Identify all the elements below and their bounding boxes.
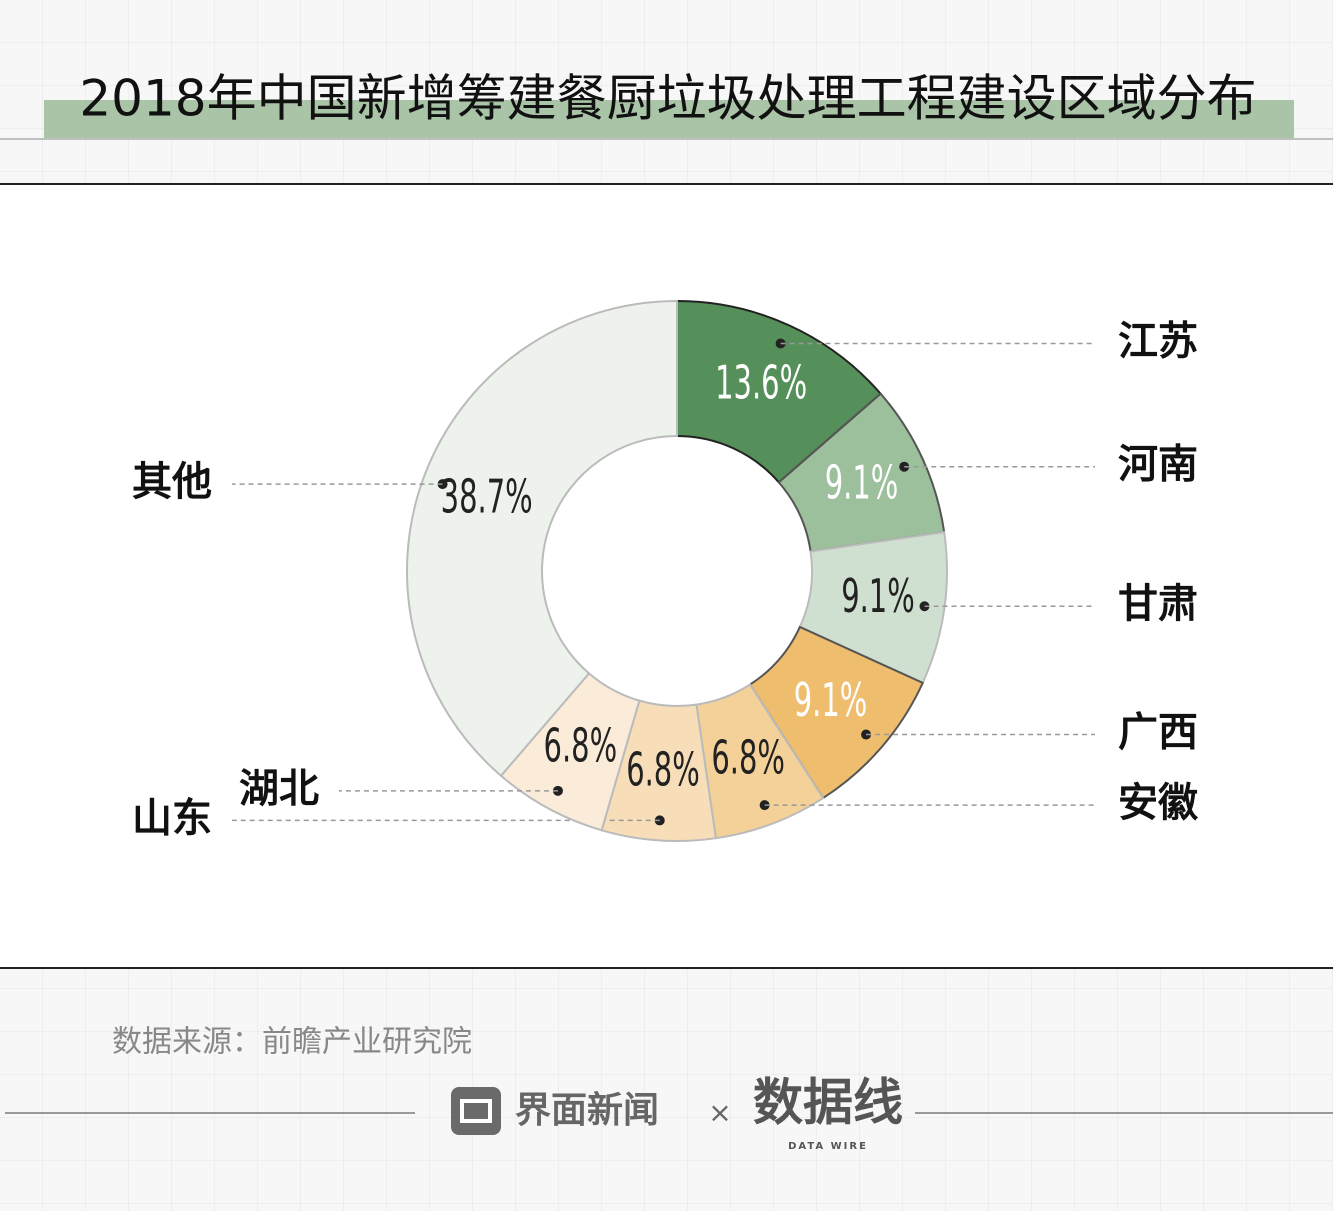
partner-logo: 数据线	[753, 1074, 903, 1132]
category-label: 其他	[132, 459, 212, 505]
category-label: 甘肃	[1118, 581, 1198, 627]
category-label: 湖北	[239, 766, 319, 812]
value-label: 38.7%	[441, 471, 533, 524]
brand-icon	[451, 1087, 501, 1135]
category-label: 山东	[132, 795, 212, 841]
category-label: 河南	[1118, 442, 1198, 488]
category-label: 江苏	[1118, 318, 1198, 364]
value-label: 6.8%	[626, 744, 700, 797]
separator: ×	[708, 1096, 731, 1129]
category-label: 安徽	[1118, 780, 1199, 826]
value-label: 9.1%	[794, 674, 868, 727]
donut-segment	[406, 299, 678, 778]
brand-icon-mark	[460, 1099, 492, 1123]
chart-title: 2018年中国新增筹建餐厨垃圾处理工程建设区域分布	[79, 70, 1256, 128]
brand: 界面新闻	[515, 1090, 659, 1131]
title-highlight	[44, 100, 1294, 138]
value-label: 6.8%	[711, 732, 785, 785]
value-label: 9.1%	[841, 570, 915, 623]
partner-sub: DATA WIRE	[788, 1141, 868, 1152]
value-label: 13.6%	[715, 357, 807, 410]
category-label: 广西	[1118, 710, 1198, 756]
source: 数据来源：前瞻产业研究院	[112, 1025, 472, 1060]
value-label: 9.1%	[825, 457, 899, 510]
value-label: 6.8%	[544, 720, 618, 773]
